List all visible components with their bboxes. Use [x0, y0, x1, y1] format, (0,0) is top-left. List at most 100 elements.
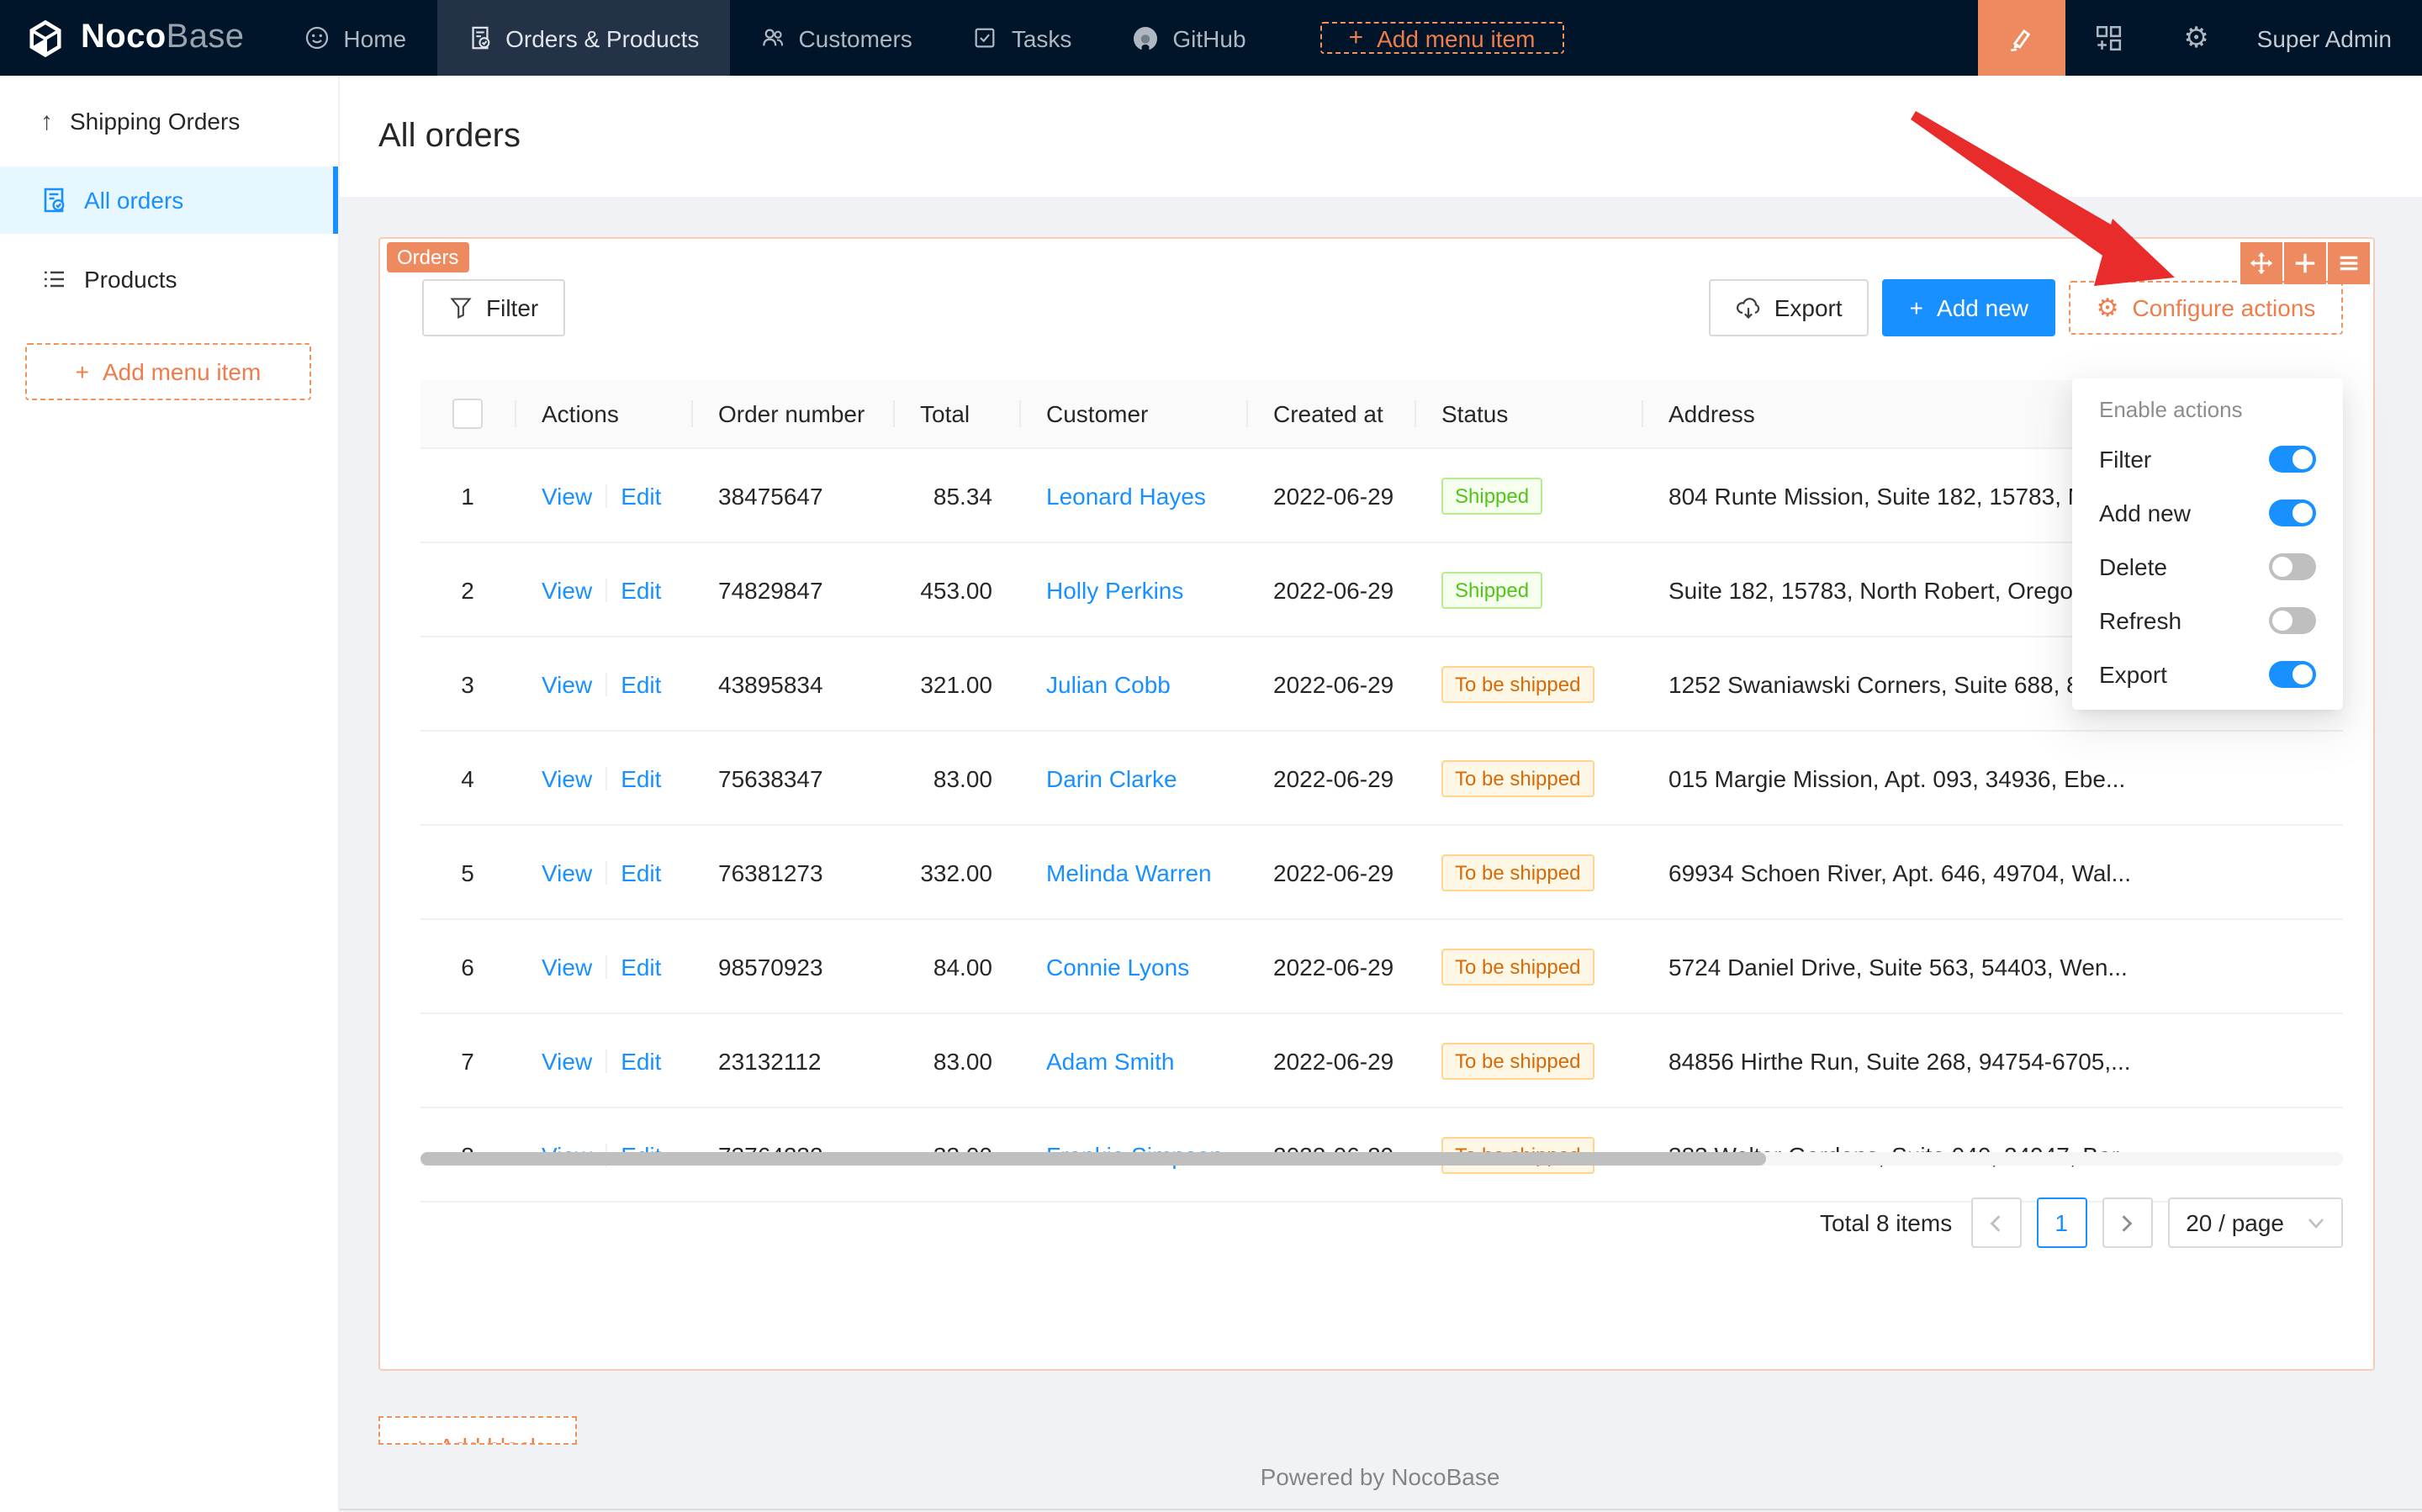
- customer-link[interactable]: Connie Lyons: [1046, 953, 1190, 980]
- view-link[interactable]: View: [542, 670, 593, 697]
- sidebar-item-shipping-orders[interactable]: ↑ Shipping Orders: [40, 107, 241, 135]
- edit-link[interactable]: Edit: [621, 1047, 662, 1074]
- view-link[interactable]: View: [542, 576, 593, 603]
- cell-order-number: 98570923: [718, 953, 823, 980]
- dropdown-item[interactable]: Refresh: [2072, 594, 2343, 648]
- drag-handle-icon[interactable]: [2240, 242, 2282, 284]
- user-menu[interactable]: Super Admin: [2256, 24, 2392, 51]
- horizontal-scrollbar[interactable]: [420, 1152, 2343, 1166]
- action-divider: [606, 672, 608, 695]
- export-button[interactable]: Export: [1708, 279, 1869, 336]
- row-index: 7: [461, 1047, 474, 1074]
- dropdown-item-label: Refresh: [2099, 607, 2182, 634]
- edit-link[interactable]: Edit: [621, 482, 662, 509]
- action-divider: [606, 1049, 608, 1072]
- cell-total: 332.00: [920, 859, 992, 886]
- toggle-switch[interactable]: [2269, 553, 2316, 580]
- row-index: 1: [461, 482, 474, 509]
- navbar-right-actions: ⚙ Super Admin: [1977, 0, 2422, 76]
- highlighter-icon: [2011, 29, 2031, 52]
- cell-total: 85.34: [933, 482, 992, 509]
- settings-button[interactable]: ⚙: [2153, 0, 2240, 76]
- edit-link[interactable]: Edit: [621, 764, 662, 791]
- view-link[interactable]: View: [542, 953, 593, 980]
- row-index: 5: [461, 859, 474, 886]
- customer-link[interactable]: Adam Smith: [1046, 1047, 1175, 1074]
- edit-link[interactable]: Edit: [621, 670, 662, 697]
- edit-link[interactable]: Edit: [621, 859, 662, 886]
- cell-total: 84.00: [933, 953, 992, 980]
- cell-status: Shipped: [1415, 449, 1642, 542]
- customer-link[interactable]: Melinda Warren: [1046, 859, 1212, 886]
- nav-item-tasks[interactable]: Tasks: [943, 0, 1103, 76]
- cell-order-number: 76381273: [718, 859, 823, 886]
- view-link[interactable]: View: [542, 764, 593, 791]
- row-actions: View Edit: [515, 826, 691, 918]
- ui-editor-toggle-button[interactable]: [1977, 0, 2065, 76]
- edit-link[interactable]: Edit: [621, 953, 662, 980]
- dropdown-item[interactable]: Delete: [2072, 540, 2343, 594]
- row-actions: View Edit: [515, 920, 691, 1012]
- nav-item-customers[interactable]: Customers: [729, 0, 942, 76]
- toggle-switch[interactable]: [2269, 661, 2316, 688]
- cell-customer: Darin Clarke: [1019, 732, 1246, 824]
- toggle-switch[interactable]: [2269, 446, 2316, 473]
- scrollbar-thumb[interactable]: [420, 1152, 1767, 1166]
- toggle-switch[interactable]: [2269, 500, 2316, 526]
- customer-link[interactable]: Holly Perkins: [1046, 576, 1184, 603]
- pagination: Total 8 items 1 20 / page: [1820, 1197, 2343, 1248]
- action-divider: [606, 578, 608, 601]
- row-index: 2: [461, 576, 474, 603]
- add-new-button[interactable]: + Add new: [1882, 279, 2055, 336]
- edit-link[interactable]: Edit: [621, 576, 662, 603]
- dropdown-item[interactable]: Filter: [2072, 432, 2343, 486]
- dropdown-item[interactable]: Add new: [2072, 486, 2343, 540]
- page-header: All orders: [338, 76, 2422, 197]
- action-divider: [606, 860, 608, 884]
- add-block-button[interactable]: + Add block: [378, 1416, 577, 1445]
- cell-customer: Leonard Hayes: [1019, 449, 1246, 542]
- cell-status: To be shipped: [1415, 920, 1642, 1012]
- cell-customer: Connie Lyons: [1019, 920, 1246, 1012]
- nocobase-logo-icon: [29, 19, 61, 57]
- cell-address: 015 Margie Mission, Apt. 093, 34936, Ebe…: [1668, 764, 2126, 791]
- table-row: 4 View Edit 75638347 83.00 Darin Clarke …: [420, 732, 2343, 826]
- select-all-checkbox[interactable]: [452, 399, 483, 429]
- sidebar-item-all-orders[interactable]: All orders: [0, 167, 338, 234]
- cell-order-number: 23132112: [718, 1047, 822, 1074]
- dropdown-item-label: Delete: [2099, 553, 2167, 580]
- view-link[interactable]: View: [542, 1047, 593, 1074]
- configure-actions-button[interactable]: ⚙ Configure actions: [2069, 281, 2343, 335]
- block-settings-icon[interactable]: [2328, 242, 2370, 284]
- customer-link[interactable]: Leonard Hayes: [1046, 482, 1206, 509]
- pagination-page-1[interactable]: 1: [2036, 1197, 2087, 1248]
- nav-item-orders-products[interactable]: Orders & Products: [436, 0, 730, 76]
- filter-button[interactable]: Filter: [422, 279, 566, 336]
- dropdown-item[interactable]: Export: [2072, 648, 2343, 701]
- appstore-add-icon: [2097, 25, 2122, 51]
- sidebar-item-products[interactable]: Products: [0, 246, 338, 313]
- cell-status: To be shipped: [1415, 1014, 1642, 1107]
- plugins-button[interactable]: [2065, 0, 2153, 76]
- add-block-icon[interactable]: [2284, 242, 2326, 284]
- gear-icon: ⚙: [2183, 22, 2209, 54]
- content-area: Orders Filter: [338, 197, 2422, 1512]
- row-actions: View Edit: [515, 449, 691, 542]
- view-link[interactable]: View: [542, 482, 593, 509]
- pagination-prev-button[interactable]: [1970, 1197, 2022, 1248]
- nav-item-home[interactable]: Home: [274, 0, 436, 76]
- brand-logo[interactable]: NocoBase: [0, 16, 274, 60]
- brand-name: NocoBase: [81, 19, 245, 56]
- orders-table: Actions Order number Total Customer Crea…: [420, 380, 2343, 1203]
- nav-item-github[interactable]: GitHub: [1102, 0, 1276, 76]
- pagination-next-button[interactable]: [2102, 1197, 2153, 1248]
- view-link[interactable]: View: [542, 859, 593, 886]
- page-size-select[interactable]: 20 / page: [2167, 1197, 2343, 1248]
- column-header-status: Status: [1415, 380, 1642, 447]
- sidebar-add-menu-item-button[interactable]: + Add menu item: [25, 343, 311, 400]
- plus-icon: +: [75, 358, 89, 385]
- nav-add-menu-item-button[interactable]: + Add menu item: [1319, 22, 1564, 54]
- toggle-switch[interactable]: [2269, 607, 2316, 634]
- customer-link[interactable]: Darin Clarke: [1046, 764, 1177, 791]
- customer-link[interactable]: Julian Cobb: [1046, 670, 1171, 697]
